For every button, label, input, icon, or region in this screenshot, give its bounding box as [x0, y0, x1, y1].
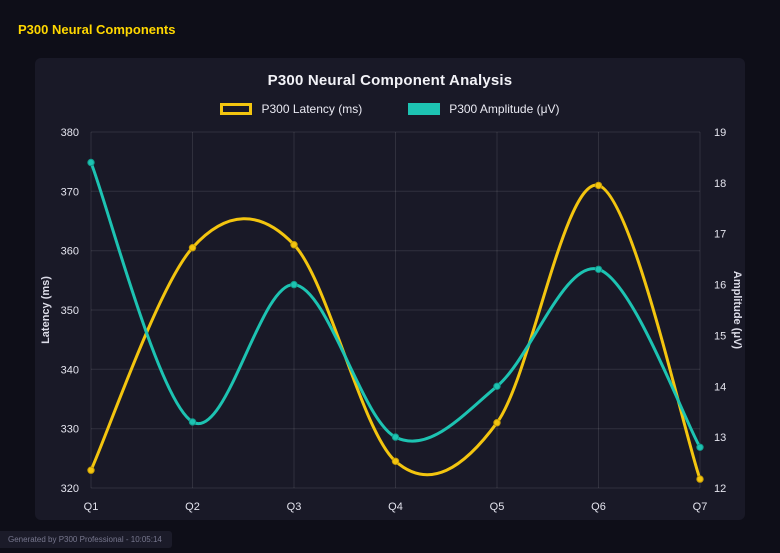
chart-panel: P300 Neural Component Analysis P300 Late… [35, 58, 745, 520]
amplitude-data-point [594, 265, 603, 274]
left-axis-tick-label: 320 [61, 483, 79, 495]
latency-data-point [696, 475, 704, 483]
x-axis-tick-label: Q4 [388, 501, 403, 513]
left-axis-tick-label: 360 [61, 246, 79, 258]
left-axis-tick-label: 380 [61, 127, 79, 139]
x-axis-tick-label: Q2 [185, 501, 200, 513]
x-axis-tick-label: Q5 [490, 501, 505, 513]
right-axis-tick-label: 13 [714, 432, 726, 444]
chart-legend: P300 Latency (ms) P300 Amplitude (μV) [35, 102, 745, 116]
left-axis-title: Latency (ms) [40, 276, 52, 344]
left-axis-tick-label: 370 [61, 186, 79, 198]
right-axis-tick-label: 18 [714, 178, 726, 190]
amplitude-legend-label: P300 Amplitude (μV) [449, 102, 560, 116]
legend-item-amplitude[interactable]: P300 Amplitude (μV) [408, 102, 560, 116]
amplitude-data-point [391, 433, 400, 441]
x-axis-tick-label: Q6 [591, 501, 606, 513]
right-axis-tick-label: 15 [714, 330, 726, 342]
latency-legend-label: P300 Latency (ms) [261, 102, 363, 116]
page-title: P300 Neural Components [18, 22, 176, 37]
right-axis-title: Amplitude (μV) [731, 271, 743, 350]
x-axis-tick-label: Q1 [84, 501, 99, 513]
left-axis-tick-label: 340 [61, 364, 79, 376]
footer-badge: Generated by P300 Professional - 10:05:1… [0, 531, 172, 548]
amplitude-data-point [290, 280, 298, 289]
right-axis-tick-label: 19 [714, 127, 726, 139]
latency-data-point [493, 419, 501, 427]
amplitude-legend-swatch [408, 103, 441, 115]
x-axis-tick-label: Q7 [693, 501, 708, 513]
latency-legend-swatch [220, 103, 253, 115]
right-axis-tick-label: 16 [714, 280, 726, 292]
latency-data-point [290, 241, 298, 249]
left-axis-tick-label: 350 [61, 305, 79, 317]
chart-title: P300 Neural Component Analysis [267, 72, 513, 89]
chart-canvas: 320 330 340 350 360 370 380 12 13 14 15 16 17 18 19 Q1 Q… [40, 127, 743, 513]
right-axis-tick-label: 14 [714, 381, 726, 393]
latency-data-point [594, 181, 603, 190]
amplitude-data-point [188, 418, 197, 426]
right-axis-tick-label: 17 [714, 229, 726, 241]
amplitude-data-point [696, 443, 704, 451]
x-axis-tick-label: Q3 [287, 501, 302, 513]
latency-data-point [188, 244, 197, 252]
legend-item-latency[interactable]: P300 Latency (ms) [220, 102, 362, 116]
left-axis-tick-label: 330 [61, 424, 79, 436]
right-axis-tick-label: 12 [714, 483, 726, 495]
amplitude-data-point [87, 158, 95, 167]
latency-data-point [87, 466, 95, 474]
latency-data-point [391, 457, 400, 465]
amplitude-data-point [493, 382, 501, 390]
